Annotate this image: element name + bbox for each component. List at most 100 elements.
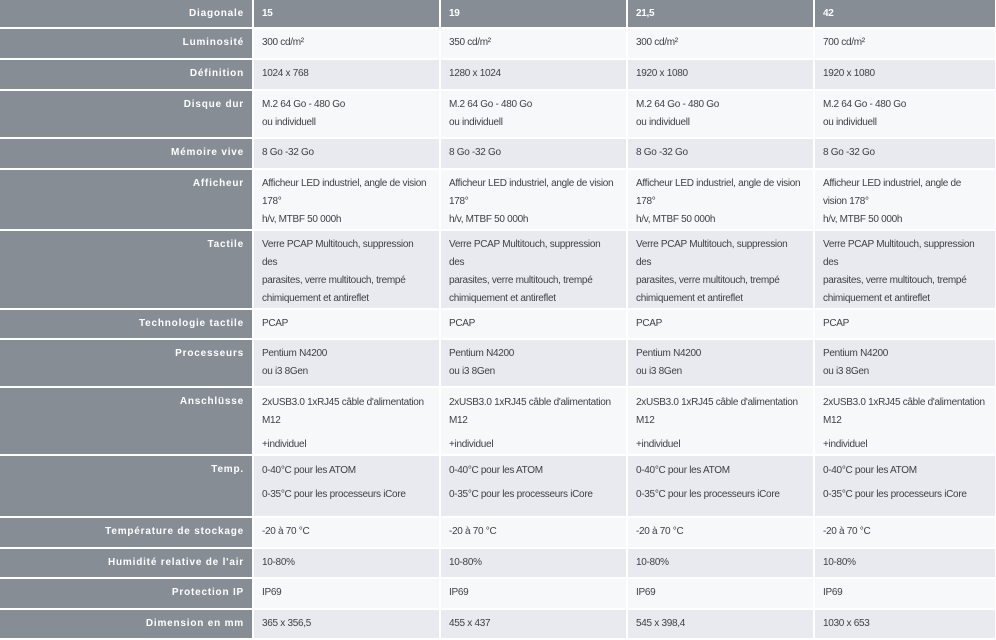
cell-line: 10-80% xyxy=(262,557,295,568)
table-row: Technologie tactile PCAP PCAP PCAP PCAP xyxy=(0,309,996,340)
cell-line: ou i3 8Gen xyxy=(823,366,869,377)
cell-line: Afficheur LED industriel, angle de visio… xyxy=(449,178,614,207)
row-label: Luminosité xyxy=(0,28,254,60)
table-cell: M.2 64 Go - 480 Go ou individuell xyxy=(440,90,628,139)
row-label: Mémoire vive xyxy=(0,138,254,170)
table-cell: Verre PCAP Multitouch, suppression des pa… xyxy=(814,230,996,310)
table-cell: 8 Go -32 Go xyxy=(814,138,996,170)
table-cell: Verre PCAP Multitouch, suppression des pa… xyxy=(440,230,628,310)
cell-line: 10-80% xyxy=(636,557,669,568)
table-cell: 0-40°C pour les ATOM 0-35°C pour les proc… xyxy=(440,455,628,518)
cell-line: 365 x 356,5 xyxy=(262,618,311,629)
cell-line: 300 cd/m² xyxy=(636,37,678,48)
header-row: Diagonale 15 19 21,5 42 xyxy=(0,0,996,29)
table-cell: 8 Go -32 Go xyxy=(253,138,441,170)
table-cell: Verre PCAP Multitouch, suppression des pa… xyxy=(253,230,441,310)
row-label: Tactile xyxy=(0,230,254,310)
cell-line: h/v, MTBF 50 000h xyxy=(636,214,716,225)
cell-line: 545 x 398,4 xyxy=(636,618,685,629)
table-cell: IP69 xyxy=(627,578,815,610)
cell-line: Pentium N4200 xyxy=(262,348,328,359)
header-cell: 42 xyxy=(814,0,996,29)
cell-line: 700 cd/m² xyxy=(823,37,865,48)
cell-line: PCAP xyxy=(262,318,289,329)
cell-line: 1920 x 1080 xyxy=(636,68,688,79)
cell-line: M.2 64 Go - 480 Go xyxy=(449,99,532,110)
table-cell: 10-80% xyxy=(440,548,628,579)
cell-line: 8 Go -32 Go xyxy=(449,147,501,158)
row-label: Définition xyxy=(0,59,254,91)
cell-line: 8 Go -32 Go xyxy=(262,147,314,158)
cell-line: 1920 x 1080 xyxy=(823,68,875,79)
table-cell: 300 cd/m² xyxy=(253,28,441,60)
table-cell: Pentium N4200 ou i3 8Gen xyxy=(627,339,815,388)
table-cell: Pentium N4200 ou i3 8Gen xyxy=(440,339,628,388)
cell-line: IP69 xyxy=(262,587,282,598)
table-row: Température de stockage -20 à 70 °C -20 à … xyxy=(0,517,996,549)
table-cell: Afficheur LED industriel, angle de visio… xyxy=(814,169,996,231)
cell-line: IP69 xyxy=(636,587,656,598)
table-cell: 300 cd/m² xyxy=(627,28,815,60)
table-row: Définition 1024 x 768 1280 x 1024 1920 x 10… xyxy=(0,59,996,91)
cell-line: h/v, MTBF 50 000h xyxy=(262,214,342,225)
row-label: Humidité relative de l'air xyxy=(0,548,254,579)
table-cell: 0-40°C pour les ATOM 0-35°C pour les proc… xyxy=(627,455,815,518)
table-cell: 8 Go -32 Go xyxy=(627,138,815,170)
table-cell: -20 à 70 °C xyxy=(814,517,996,549)
cell-line: parasites, verre multitouch, trempé xyxy=(636,275,780,286)
table-cell: 0-40°C pour les ATOM 0-35°C pour les proc… xyxy=(814,455,996,518)
table-cell: 10-80% xyxy=(253,548,441,579)
cell-line: Verre PCAP Multitouch, suppression des xyxy=(262,239,414,268)
header-cell: 15 xyxy=(253,0,441,29)
cell-line: PCAP xyxy=(449,318,476,329)
cell-line: chimiquement et antireflet xyxy=(636,293,743,304)
table-cell: IP69 xyxy=(440,578,628,610)
cell-line: 350 cd/m² xyxy=(449,37,491,48)
table-cell: 8 Go -32 Go xyxy=(440,138,628,170)
table-cell: M.2 64 Go - 480 Go ou individuell xyxy=(627,90,815,139)
cell-line: +individuel xyxy=(823,439,868,450)
table-cell: M.2 64 Go - 480 Go ou individuell xyxy=(253,90,441,139)
table-cell: 2xUSB3.0 1xRJ45 câble d'alimentation M12… xyxy=(440,387,628,456)
cell-line: 10-80% xyxy=(449,557,482,568)
table-cell: PCAP xyxy=(627,309,815,340)
cell-line: Afficheur LED industriel, angle de visio… xyxy=(823,178,962,207)
cell-line: 455 x 437 xyxy=(449,618,491,629)
table-cell: Afficheur LED industriel, angle de visio… xyxy=(627,169,815,231)
cell-line: 1030 x 653 xyxy=(823,618,870,629)
row-label: Diagonale xyxy=(0,0,254,29)
cell-line: 2xUSB3.0 1xRJ45 câble d'alimentation M12 xyxy=(262,397,424,426)
table-cell: 0-40°C pour les ATOM 0-35°C pour les proc… xyxy=(253,455,441,518)
cell-line: 10-80% xyxy=(823,557,856,568)
table-cell: IP69 xyxy=(253,578,441,610)
cell-line: Pentium N4200 xyxy=(449,348,515,359)
header-cell: 21,5 xyxy=(627,0,815,29)
cell-line: -20 à 70 °C xyxy=(636,526,684,537)
row-label: Processeurs xyxy=(0,339,254,388)
cell-line: 0-40°C pour les ATOM xyxy=(262,465,356,476)
cell-line: Verre PCAP Multitouch, suppression des xyxy=(636,239,788,268)
table-cell: M.2 64 Go - 480 Go ou individuell xyxy=(814,90,996,139)
table-cell: Verre PCAP Multitouch, suppression des pa… xyxy=(627,230,815,310)
cell-line: IP69 xyxy=(823,587,843,598)
cell-line: 300 cd/m² xyxy=(262,37,304,48)
cell-line: M.2 64 Go - 480 Go xyxy=(823,99,906,110)
table-cell: -20 à 70 °C xyxy=(253,517,441,549)
cell-line: IP69 xyxy=(449,587,469,598)
table-row: Anschlüsse 2xUSB3.0 1xRJ45 câble d'alimen… xyxy=(0,387,996,456)
table-row: Processeurs Pentium N4200 ou i3 8Gen Pentiu… xyxy=(0,339,996,388)
row-label: Temp. xyxy=(0,455,254,518)
table-row: Dimension en mm 365 x 356,5 455 x 437 545 x… xyxy=(0,609,996,640)
cell-line: 0-40°C pour les ATOM xyxy=(823,465,917,476)
table-cell: 10-80% xyxy=(814,548,996,579)
cell-line: Afficheur LED industriel, angle de visio… xyxy=(262,178,427,207)
cell-line: chimiquement et antireflet xyxy=(449,293,556,304)
row-label: Disque dur xyxy=(0,90,254,139)
table-row: Mémoire vive 8 Go -32 Go 8 Go -32 Go 8 Go -… xyxy=(0,138,996,170)
cell-line: 0-35°C pour les processeurs iCore xyxy=(262,489,406,500)
table-row: Humidité relative de l'air 10-80% 10-80% 10… xyxy=(0,548,996,579)
cell-line: ou i3 8Gen xyxy=(262,366,308,377)
table-row: Disque dur M.2 64 Go - 480 Go ou individue… xyxy=(0,90,996,139)
table-cell: 700 cd/m² xyxy=(814,28,996,60)
cell-line: Verre PCAP Multitouch, suppression des xyxy=(449,239,601,268)
